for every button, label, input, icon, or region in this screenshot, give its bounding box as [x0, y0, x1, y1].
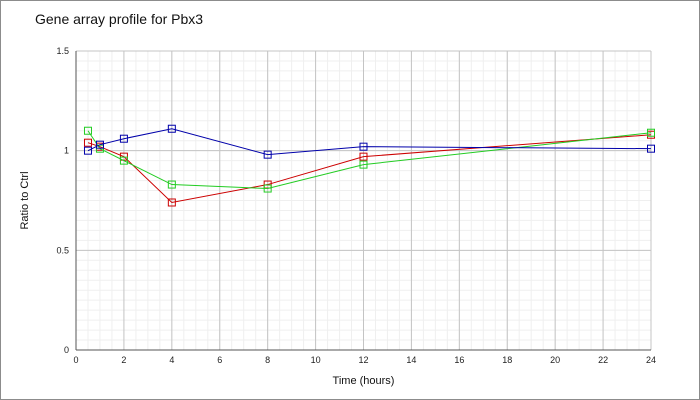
x-tick-label: 16 [454, 355, 464, 365]
series-line [87, 128, 652, 156]
x-tick-label: 12 [358, 355, 368, 365]
series-line [87, 130, 652, 190]
x-tick-label: 8 [265, 355, 270, 365]
data-point [263, 150, 272, 159]
data-point [119, 156, 128, 165]
data-point [167, 180, 176, 189]
data-point [647, 128, 655, 137]
axes [75, 51, 651, 351]
data-point [167, 124, 176, 133]
data-point [359, 160, 368, 169]
data-point [647, 144, 655, 153]
x-tick-label: 10 [311, 355, 321, 365]
x-tick-label: 4 [169, 355, 174, 365]
y-tick-label: 0 [64, 345, 69, 355]
x-tick-label: 2 [121, 355, 126, 365]
x-tick-label: 0 [73, 355, 78, 365]
data-point [119, 134, 128, 143]
y-axis-title: Ratio to Ctrl [19, 171, 31, 229]
data-point [83, 138, 92, 147]
x-tick-label: 6 [217, 355, 222, 365]
data-point [263, 184, 272, 193]
series-1 [83, 130, 655, 207]
data-point [83, 146, 92, 155]
series-3 [83, 124, 655, 159]
y-tick-label: 1 [64, 146, 69, 156]
x-tick-label: 18 [502, 355, 512, 365]
data-point [167, 198, 176, 207]
chart-title: Gene array profile for Pbx3 [35, 11, 204, 27]
data-point [359, 142, 368, 151]
series-2 [83, 126, 655, 193]
data-point [83, 126, 92, 135]
x-tick-label: 24 [646, 355, 656, 365]
data-point [359, 152, 368, 161]
series-line [87, 134, 652, 204]
data-point [95, 140, 104, 149]
y-tick-label: 0.5 [56, 245, 69, 255]
x-tick-label: 20 [550, 355, 560, 365]
series-layer [83, 124, 655, 207]
x-tick-label: 22 [598, 355, 608, 365]
x-tick-label: 14 [406, 355, 416, 365]
y-tick-label: 1.5 [56, 46, 69, 56]
x-axis-title: Time (hours) [333, 375, 395, 387]
